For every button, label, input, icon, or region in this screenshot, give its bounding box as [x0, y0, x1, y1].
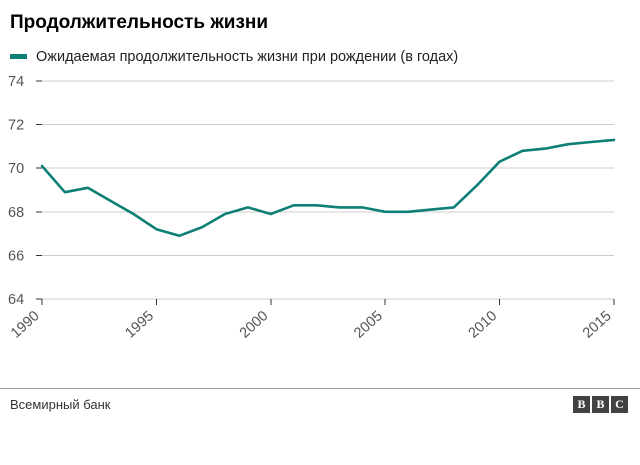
chart-header: Продолжительность жизни Ожидаемая продол…	[0, 0, 640, 65]
svg-text:68: 68	[8, 205, 24, 221]
line-chart: 64 66 68 70 72 74 1990 1995 2000 2005 2010 2015	[8, 74, 616, 341]
footer: Всемирный банк B B C	[0, 388, 640, 413]
legend-swatch	[10, 54, 27, 60]
svg-text:72: 72	[8, 117, 24, 133]
bbc-logo: B B C	[573, 396, 628, 413]
bbc-logo-block-b2: B	[592, 396, 609, 413]
svg-text:2015: 2015	[580, 308, 615, 341]
svg-text:64: 64	[8, 292, 24, 308]
bbc-logo-block-b1: B	[573, 396, 590, 413]
page-title: Продолжительность жизни	[10, 12, 269, 33]
svg-text:2005: 2005	[351, 308, 386, 341]
legend: Ожидаемая продолжительность жизни при ро…	[10, 49, 628, 65]
source-label: Всемирный банк	[10, 397, 111, 412]
svg-text:1990: 1990	[8, 308, 43, 341]
bbc-logo-block-c: C	[611, 396, 628, 413]
svg-text:66: 66	[8, 248, 24, 264]
chart-area: 64 66 68 70 72 74 1990 1995 2000 2005 2010 2015	[0, 67, 640, 359]
svg-text:70: 70	[8, 161, 24, 177]
svg-text:2000: 2000	[237, 308, 272, 341]
svg-text:2010: 2010	[466, 308, 501, 341]
legend-label: Ожидаемая продолжительность жизни при ро…	[36, 48, 459, 65]
svg-text:74: 74	[8, 74, 24, 90]
svg-text:1995: 1995	[122, 308, 157, 341]
